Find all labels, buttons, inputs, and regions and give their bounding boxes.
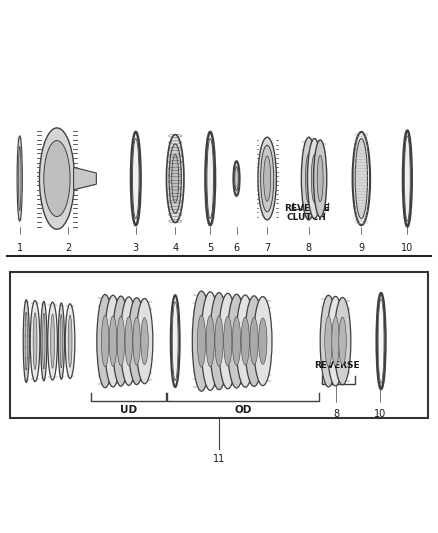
Text: 7: 7 [264,243,270,253]
Text: 4: 4 [172,243,178,253]
Ellipse shape [236,295,254,387]
Ellipse shape [250,318,258,365]
Ellipse shape [339,317,346,365]
Text: 2: 2 [65,243,71,253]
Ellipse shape [117,317,125,366]
Ellipse shape [169,144,181,213]
Ellipse shape [105,295,121,387]
Ellipse shape [314,140,327,217]
Ellipse shape [101,316,109,367]
Ellipse shape [128,297,145,385]
Ellipse shape [30,301,40,382]
Ellipse shape [325,316,332,366]
Ellipse shape [307,139,321,219]
Ellipse shape [224,316,232,366]
Ellipse shape [48,302,57,380]
Ellipse shape [206,316,214,367]
Text: 10: 10 [401,243,413,253]
Text: CLUTCH: CLUTCH [286,213,327,222]
Text: 8: 8 [306,243,312,253]
Ellipse shape [65,304,75,378]
Ellipse shape [233,317,240,366]
Text: 3: 3 [133,243,139,253]
Ellipse shape [355,139,367,219]
Polygon shape [74,167,96,190]
Bar [10,272,428,418]
Ellipse shape [18,147,21,211]
Ellipse shape [311,155,318,203]
Ellipse shape [227,294,246,388]
Text: OD: OD [234,405,252,415]
Ellipse shape [241,317,249,365]
Ellipse shape [41,301,47,381]
Ellipse shape [68,315,72,367]
Ellipse shape [332,317,339,366]
Ellipse shape [109,316,117,366]
Ellipse shape [42,313,45,369]
Ellipse shape [173,302,178,381]
Ellipse shape [136,298,153,384]
Ellipse shape [405,136,410,221]
Ellipse shape [192,291,211,391]
Ellipse shape [264,156,271,201]
Ellipse shape [334,297,351,385]
Text: 10: 10 [374,409,386,419]
Ellipse shape [259,318,267,364]
Ellipse shape [166,134,184,223]
Ellipse shape [320,295,337,387]
Text: 6: 6 [233,243,240,253]
Ellipse shape [44,141,70,216]
Ellipse shape [261,145,274,212]
Ellipse shape [301,137,316,220]
Ellipse shape [327,296,344,386]
Ellipse shape [207,139,213,219]
Ellipse shape [353,132,370,225]
Ellipse shape [258,137,276,220]
Text: REVERSE: REVERSE [314,361,360,370]
Text: UD: UD [120,405,137,415]
Ellipse shape [215,316,223,366]
Ellipse shape [23,300,29,383]
Text: 8: 8 [333,409,339,419]
Ellipse shape [172,155,179,203]
Ellipse shape [125,317,133,366]
Ellipse shape [17,136,22,221]
Text: REVERSE: REVERSE [284,204,329,213]
Ellipse shape [201,292,219,390]
Ellipse shape [210,293,228,390]
Ellipse shape [233,161,240,196]
Ellipse shape [51,314,54,368]
Text: 1: 1 [17,243,23,253]
Ellipse shape [25,312,28,370]
Ellipse shape [58,303,64,379]
Ellipse shape [39,128,74,229]
Ellipse shape [141,318,148,365]
Text: 11: 11 [213,454,225,464]
Ellipse shape [254,296,272,386]
Ellipse shape [33,313,37,369]
Ellipse shape [317,156,323,201]
Ellipse shape [132,139,139,219]
Ellipse shape [198,315,205,367]
Text: 5: 5 [207,243,213,253]
Ellipse shape [60,314,63,368]
Ellipse shape [245,296,263,386]
Ellipse shape [120,297,137,385]
Ellipse shape [219,293,237,389]
Ellipse shape [97,294,113,388]
Ellipse shape [235,166,238,191]
Ellipse shape [378,299,384,383]
Text: 9: 9 [358,243,364,253]
Ellipse shape [305,154,312,204]
Ellipse shape [113,296,129,386]
Ellipse shape [133,317,141,365]
